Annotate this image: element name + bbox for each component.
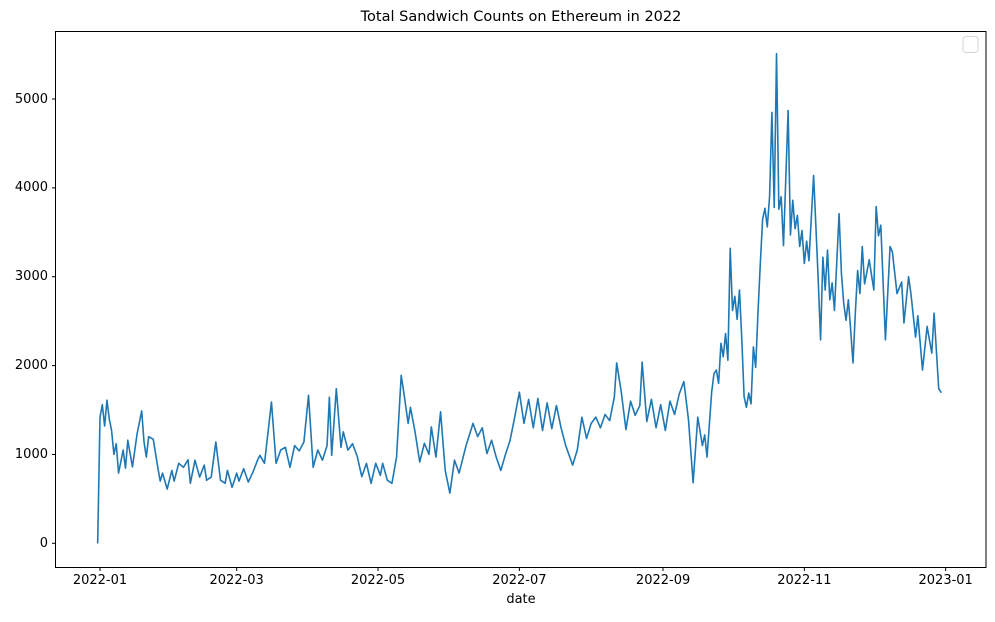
xtick-label-2022-11: 2022-11 bbox=[777, 573, 832, 588]
ytick-label-5000: 5000 bbox=[14, 91, 48, 107]
sandwich-count-line bbox=[96, 52, 942, 544]
ytick-label-4000: 4000 bbox=[14, 180, 48, 196]
axes-frame bbox=[55, 31, 987, 568]
xtick-label-2022-03: 2022-03 bbox=[209, 573, 264, 588]
ytick-label-2000: 2000 bbox=[14, 358, 48, 374]
xtick-label-2022-09: 2022-09 bbox=[635, 573, 691, 588]
tick-marks bbox=[52, 98, 947, 571]
ytick-label-0: 0 bbox=[39, 535, 48, 551]
ytick-label-3000: 3000 bbox=[14, 269, 48, 285]
x-axis-label: date bbox=[506, 592, 536, 607]
xtick-label-2023-01: 2023-01 bbox=[918, 573, 973, 588]
xtick-label-2022-07: 2022-07 bbox=[492, 573, 547, 588]
xtick-label-2022-01: 2022-01 bbox=[72, 573, 128, 588]
ytick-label-1000: 1000 bbox=[14, 446, 48, 462]
xtick-label-2022-05: 2022-05 bbox=[350, 573, 406, 588]
legend-box bbox=[962, 36, 979, 53]
chart-title: Total Sandwich Counts on Ethereum in 202… bbox=[360, 9, 682, 25]
